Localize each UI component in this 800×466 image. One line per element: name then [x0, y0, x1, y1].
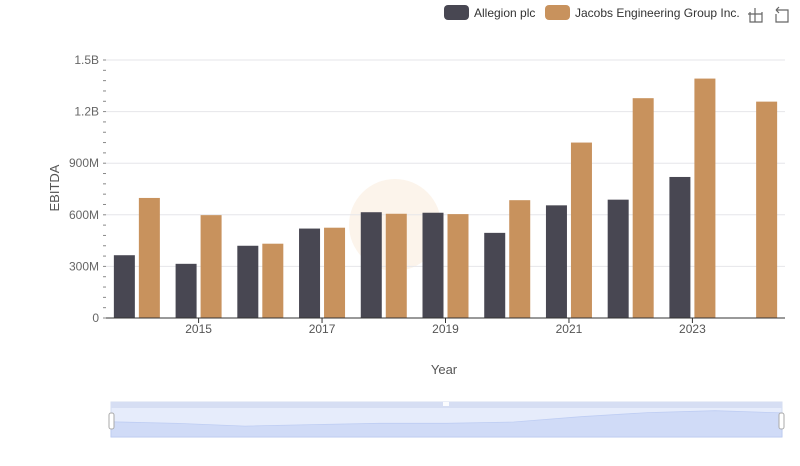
datazoom-mini-area — [110, 410, 783, 438]
legend-swatch — [444, 5, 469, 20]
bar-jacobs-2021 — [570, 142, 592, 318]
legend-swatch — [545, 5, 570, 20]
datazoom-left-handle[interactable] — [108, 412, 115, 430]
bar-allegion-2021 — [545, 205, 567, 318]
y-axis: 0 300M 600M 900M 1.2B 1.5B — [69, 53, 106, 325]
bar-jacobs-2023 — [694, 78, 716, 319]
bar-jacobs-2015 — [200, 215, 222, 318]
legend-label: Jacobs Engineering Group Inc. — [575, 6, 740, 20]
bar-allegion-2017 — [299, 228, 321, 318]
bar-allegion-2022 — [607, 199, 629, 318]
zoom-icon[interactable] — [748, 8, 763, 23]
bar-allegion-2015 — [175, 263, 197, 318]
y-axis-label: EBITDA — [47, 164, 62, 211]
x-tick-label: 2021 — [556, 322, 583, 336]
bar-jacobs-2014 — [138, 197, 160, 318]
restore-icon[interactable] — [775, 6, 789, 23]
y-tick-label: 0 — [92, 311, 99, 325]
legend-label: Allegion plc — [474, 6, 535, 20]
bar-jacobs-2020 — [509, 200, 531, 318]
datazoom-selection — [111, 408, 782, 437]
bar-jacobs-2019 — [447, 214, 469, 318]
bar-allegion-2018 — [360, 212, 382, 318]
x-axis: 2015 2017 2019 2021 2023 — [106, 317, 785, 336]
bar-allegion-2023 — [669, 176, 691, 318]
bar-jacobs-2016 — [262, 243, 284, 318]
datazoom-drag-grip[interactable] — [443, 402, 449, 406]
bar-jacobs-2017 — [324, 227, 346, 318]
bar-allegion-2014 — [113, 255, 135, 318]
y-tick-label: 900M — [69, 156, 99, 170]
datazoom-slider[interactable] — [108, 401, 785, 438]
zoom-icon-path — [748, 8, 763, 23]
datazoom-right-handle[interactable] — [778, 412, 785, 430]
bar-series-group — [113, 78, 778, 319]
restore-icon-path — [775, 6, 789, 23]
toolbox — [748, 6, 789, 23]
legend: Allegion plc Jacobs Engineering Group Inc… — [444, 5, 740, 20]
bar-jacobs-2024 — [756, 101, 778, 319]
bar-allegion-2019 — [422, 212, 444, 318]
x-tick-label: 2017 — [309, 322, 336, 336]
y-tick-label: 1.5B — [74, 53, 99, 67]
y-tick-label: 1.2B — [74, 105, 99, 119]
y-tick-label: 600M — [69, 208, 99, 222]
bar-allegion-2016 — [237, 245, 259, 318]
bar-jacobs-2022 — [632, 98, 654, 319]
bar-jacobs-2018 — [385, 213, 407, 318]
x-tick-label: 2015 — [185, 322, 212, 336]
legend-item-allegion[interactable]: Allegion plc — [444, 5, 535, 20]
x-axis-label: Year — [431, 362, 458, 377]
x-tick-label: 2019 — [432, 322, 459, 336]
legend-item-jacobs[interactable]: Jacobs Engineering Group Inc. — [545, 5, 740, 20]
x-tick-label: 2023 — [679, 322, 706, 336]
bar-allegion-2020 — [484, 232, 506, 318]
y-tick-label: 300M — [69, 259, 99, 273]
